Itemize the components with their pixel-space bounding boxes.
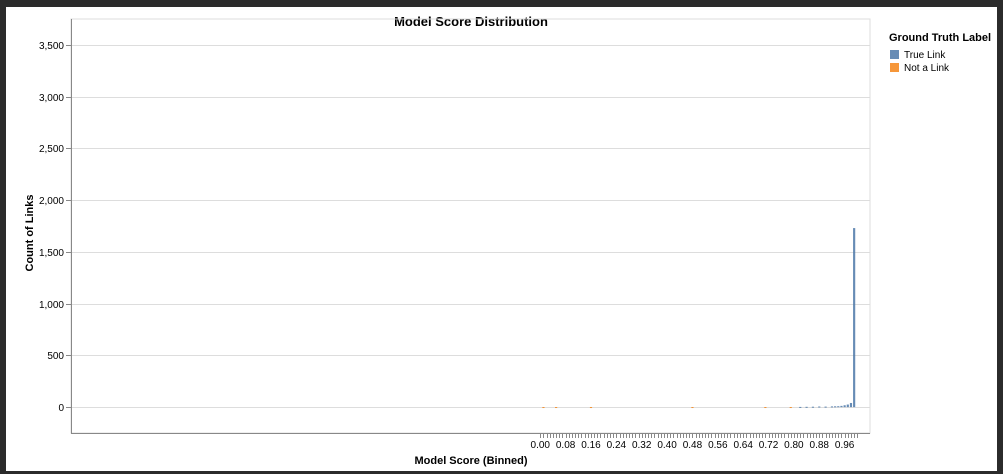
- bar: [811, 406, 815, 408]
- legend-label: Not a Link: [904, 63, 950, 74]
- y-tick-label: 0: [58, 403, 64, 414]
- x-tick-label: 0.16: [581, 440, 601, 451]
- bar: [799, 406, 802, 408]
- plot-border: [70, 18, 871, 434]
- bar: [846, 404, 849, 408]
- x-tick-label: 0.08: [556, 440, 576, 451]
- bar: [589, 407, 593, 409]
- x-tick-label: 0.24: [607, 440, 627, 451]
- bars: [542, 228, 856, 409]
- bar: [849, 402, 853, 408]
- y-axis-ticks: 0 500 1,000 1,500 2,000 2,500 3,000 3,500: [39, 41, 71, 414]
- legend-swatch: [890, 63, 899, 72]
- x-tick-label: 0.96: [835, 440, 855, 451]
- bar: [555, 407, 558, 409]
- legend: Ground Truth Label True Link Not a Link: [889, 32, 991, 74]
- x-tick-label: 0.56: [708, 440, 728, 451]
- bar: [818, 406, 821, 408]
- bar: [834, 406, 837, 408]
- x-tick-label: 0.32: [632, 440, 652, 451]
- bar: [824, 406, 827, 408]
- y-tick-label: 1,500: [39, 248, 64, 259]
- chart-frame: Model Score Distribution 0 500 1,000 1,500 2…: [6, 7, 997, 471]
- histogram-chart: Model Score Distribution 0 500 1,000 1,500 2…: [24, 14, 991, 467]
- y-tick-label: 3,500: [39, 41, 64, 52]
- bar: [691, 407, 694, 409]
- legend-title: Ground Truth Label: [889, 32, 991, 44]
- bar: [843, 405, 846, 408]
- bar: [764, 407, 767, 409]
- gridlines: [71, 45, 870, 408]
- y-axis-title: Count of Links: [24, 195, 36, 272]
- x-tick-label: 0.48: [683, 440, 703, 451]
- x-tick-label: 0.64: [733, 440, 753, 451]
- y-tick-label: 500: [47, 351, 64, 362]
- x-tick-label: 0.72: [759, 440, 779, 451]
- legend-label: True Link: [904, 50, 946, 61]
- bar: [789, 407, 792, 409]
- y-tick-label: 2,500: [39, 144, 64, 155]
- x-tick-label: 0.00: [531, 440, 551, 451]
- x-axis-title: Model Score (Binned): [414, 455, 527, 467]
- x-tick-label: 0.88: [810, 440, 830, 451]
- y-tick-label: 3,000: [39, 93, 64, 104]
- bar: [853, 228, 856, 408]
- bar: [830, 406, 834, 408]
- x-tick-label: 0.80: [784, 440, 804, 451]
- bar: [542, 407, 545, 409]
- y-tick-label: 2,000: [39, 196, 64, 207]
- bar: [837, 406, 840, 408]
- legend-swatch: [890, 50, 899, 59]
- y-tick-label: 1,000: [39, 300, 64, 311]
- x-axis-ticks: 0.00 0.08 0.16 0.24 0.32 0.40 0.48 0.56 0.64 0.72…: [531, 433, 858, 451]
- axes: [70, 18, 871, 434]
- chart-title: Model Score Distribution: [394, 14, 548, 29]
- bar: [840, 405, 843, 408]
- bar: [805, 406, 808, 408]
- x-tick-label: 0.40: [657, 440, 677, 451]
